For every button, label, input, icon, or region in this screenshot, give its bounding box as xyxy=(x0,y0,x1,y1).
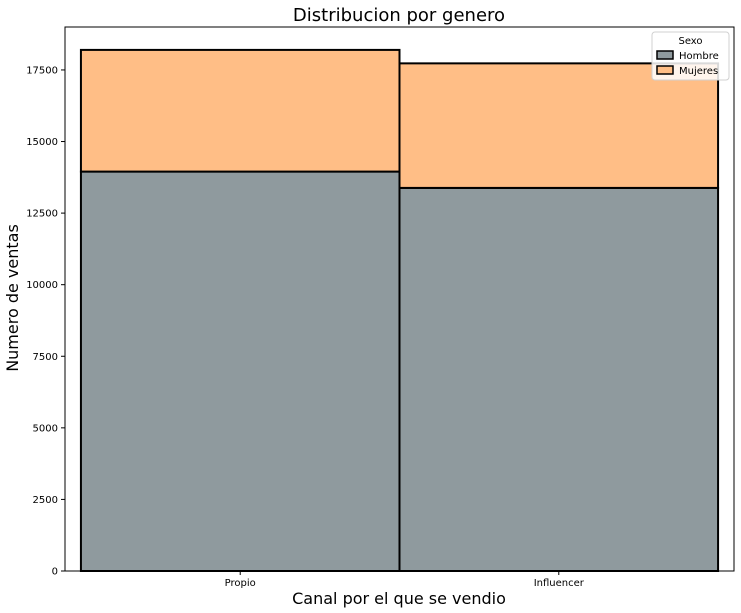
plot-frame xyxy=(64,26,735,572)
y-tick-label: 5000 xyxy=(33,423,58,434)
y-tick-label: 2500 xyxy=(33,495,58,506)
legend-swatch-hombre xyxy=(656,50,674,60)
bar-hombre-propio xyxy=(79,170,401,572)
bar-mujeres-influencer xyxy=(398,62,720,189)
y-tick-label: 7500 xyxy=(33,352,58,363)
chart-title: Distribucion por genero xyxy=(293,5,505,26)
bar-mujeres-propio xyxy=(79,48,401,173)
y-tick-label: 0 xyxy=(52,567,58,578)
x-tick-label: Propio xyxy=(225,578,256,589)
bar-hombre-influencer xyxy=(398,186,720,572)
x-tick-label: Influencer xyxy=(534,578,585,589)
legend-label-mujeres: Mujeres xyxy=(679,66,718,77)
y-tick-label: 15000 xyxy=(26,137,58,148)
legend-swatch-mujeres xyxy=(656,65,674,75)
y-axis-title: Numero de ventas xyxy=(3,224,22,372)
y-tick-label: 10000 xyxy=(26,280,58,291)
legend: Sexo Hombre Mujeres xyxy=(651,31,730,81)
bars-group xyxy=(79,48,720,572)
legend-title: Sexo xyxy=(678,36,702,47)
y-tick-label: 17500 xyxy=(26,65,58,76)
legend-label-hombre: Hombre xyxy=(679,51,719,62)
y-tick-label: 12500 xyxy=(26,209,58,220)
axes-group: 0 2500 5000 7500 10000 12500 15000 17500 Propio I… xyxy=(26,26,735,589)
x-axis-title: Canal por el que se vendio xyxy=(292,589,506,608)
